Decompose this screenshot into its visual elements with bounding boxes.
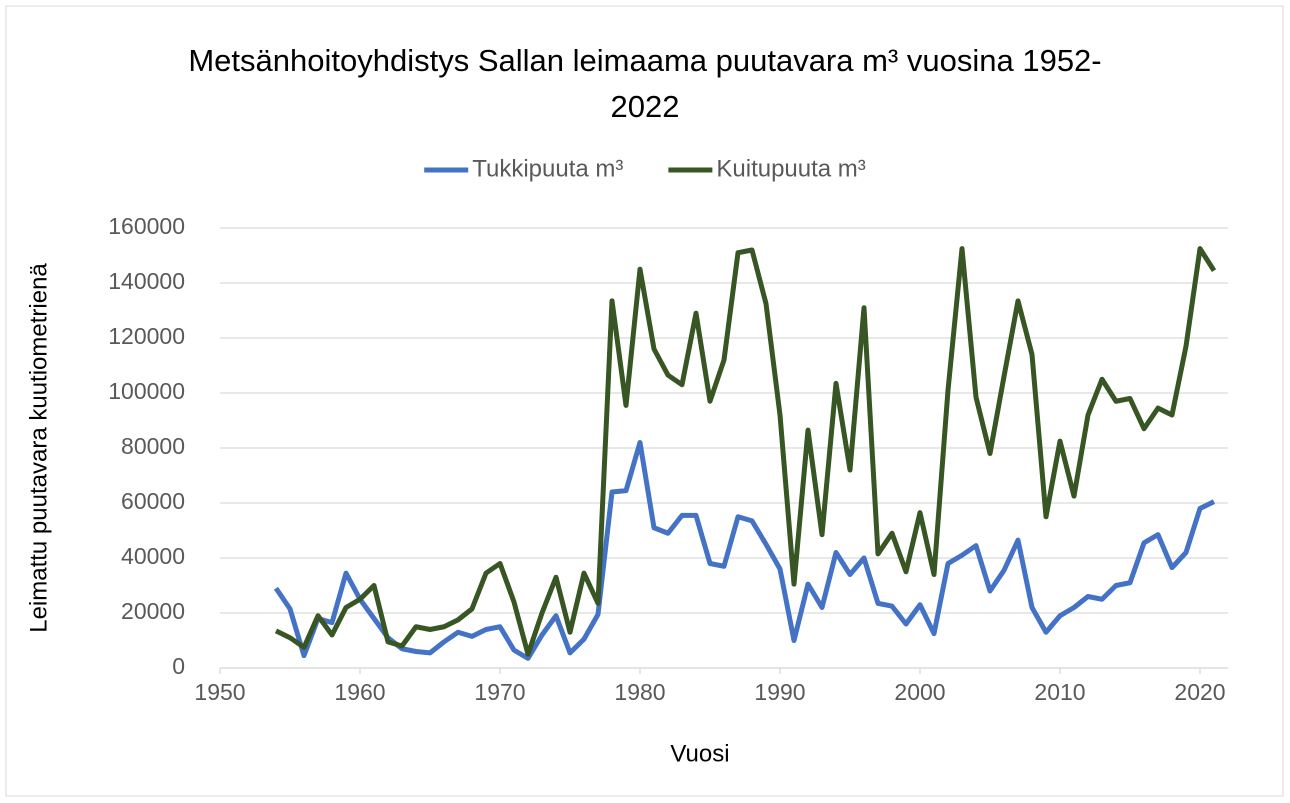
y-tick-label: 20000 [121,598,185,624]
x-tick-label: 1990 [754,679,805,705]
x-tick-label: 1970 [474,679,525,705]
x-tick-label: 2010 [1034,679,1085,705]
legend-label: Kuitupuuta m³ [716,155,865,182]
y-tick-label: 60000 [121,488,185,514]
y-tick-label: 100000 [108,378,185,404]
x-tick-label: 2000 [894,679,945,705]
y-tick-label: 40000 [121,543,185,569]
chart-border [5,5,1284,797]
x-tick-label: 1980 [614,679,665,705]
x-axis-label: Vuosi [670,740,729,767]
chart-title: Metsänhoitoyhdistys Sallan leimaama puut… [188,43,1102,124]
line-series [274,246,1217,657]
y-axis-label: Leimattu puutavara kuutiometrienä [25,263,52,633]
x-tick-label: 2020 [1174,679,1225,705]
x-tick-label: 1960 [334,679,385,705]
legend-label: Tukkipuuta m³ [472,155,623,182]
x-tick-label: 1950 [194,679,245,705]
y-tick-label: 0 [172,653,185,679]
y-tick-label: 160000 [108,213,185,239]
y-tick-label: 80000 [121,433,185,459]
y-tick-label: 140000 [108,268,185,294]
y-tick-label: 120000 [108,323,185,349]
line-series [273,440,1216,661]
